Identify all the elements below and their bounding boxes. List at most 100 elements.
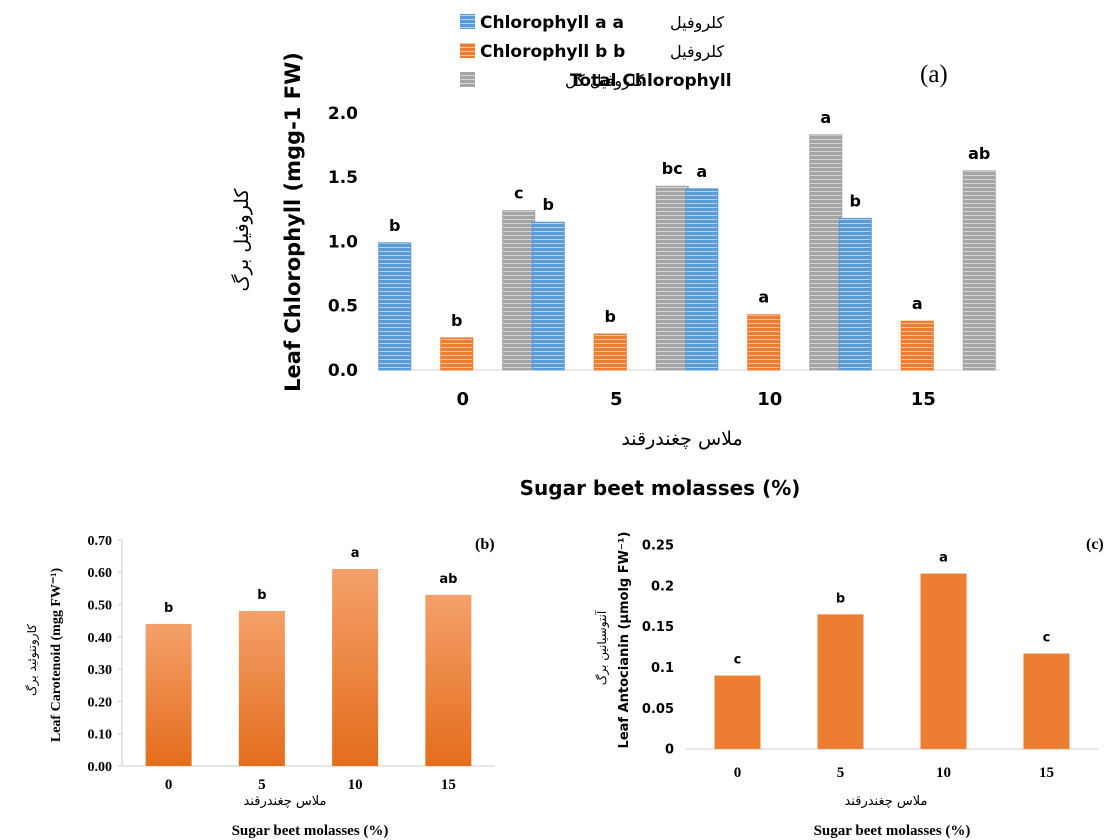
panel-b-x-label-fa: ملاس چغندرقند: [243, 794, 326, 809]
panel-c-letter-s0-c1: b: [836, 591, 845, 606]
panel-a-x-label: Sugar beet molasses (%): [520, 476, 801, 500]
panel-b-y-tick-0: 0.00: [88, 760, 113, 775]
panel-a-bar-s1-c1: [594, 334, 627, 370]
panel-a-x-tick-0: 0: [456, 389, 469, 410]
panel-c-x-tick-0: 0: [734, 765, 742, 781]
panel-a-bar-edge-s1-c3: [900, 320, 934, 371]
panel-a-y-tick-3: 1.5: [328, 168, 358, 188]
panel-b-bar-s0-c0: [145, 623, 192, 766]
legend-fa-chlorophyll-b: کلروفیل: [670, 42, 724, 62]
panel-c-y-ticks: 0 0.05 0.1 0.15 0.2 0.25: [642, 539, 674, 758]
panel-a-bar-edge-s1-c1: [593, 333, 627, 371]
legend-swatch-chlorophyll-a: [460, 14, 475, 29]
legend-swatch-total-chlorophyll: [460, 72, 475, 87]
panel-b-y-tick-1: 0.10: [88, 728, 113, 743]
panel-c-bar-s0-c0: [714, 675, 761, 749]
panel-a-bar-s0-c2: [685, 188, 718, 370]
panel-c-y-label-fa: آنتوسیانین برگ: [594, 610, 610, 685]
legend-label-chlorophyll-b: Chlorophyll b b: [480, 42, 625, 62]
legend-swatch-chlorophyll-b: [460, 43, 475, 58]
legend-item-chlorophyll-a: Chlorophyll a a کلروفیل: [460, 13, 724, 33]
panel-c-y-label: Leaf Antocianin (µmolg FW⁻¹): [617, 532, 632, 749]
panel-a-bar-edge-s0-c3: [838, 217, 872, 371]
legend-label-chlorophyll-a: Chlorophyll a a: [480, 13, 624, 33]
panel-a-y-ticks: 0.0 0.5 1.0 1.5 2.0: [328, 104, 358, 381]
panel-b-x-tick-3: 15: [441, 777, 456, 793]
panel-b-letter-s0-c1: b: [257, 588, 266, 603]
panel-a-bar-edge-s1-c0: [440, 337, 474, 371]
panel-a-x-tick-1: 5: [610, 389, 623, 410]
panel-a-bar-s2-c1: [656, 186, 689, 370]
panel-a-y-tick-4: 2.0: [328, 104, 358, 124]
legend-label-total-chlorophyll: Total Chlorophyll: [570, 71, 732, 91]
panel-b-bar-s0-c1: [238, 611, 285, 766]
panel-b-letter-s0-c3: ab: [439, 572, 457, 587]
panel-a-letter-s0-c0: b: [389, 216, 400, 235]
panel-a-bar-edge-s1-c2: [747, 314, 781, 371]
panel-c-letter-s0-c2: a: [939, 551, 948, 566]
legend-item-chlorophyll-b: Chlorophyll b b کلروفیل: [460, 42, 724, 62]
panel-a-letter-s2-c0: c: [514, 184, 523, 203]
panel-c-x-tick-1: 5: [837, 765, 845, 781]
panel-a-letter-s1-c1: b: [605, 307, 616, 326]
panel-c-bar-s0-c2: [920, 573, 967, 749]
panel-a-bar-s1-c0: [440, 337, 473, 370]
panel-a-bar-s2-c3: [963, 170, 996, 370]
panel-b-y-ticks: 0.00 0.10 0.20 0.30 0.40 0.50 0.60 0.70: [88, 534, 122, 775]
panel-b-bars: b b a ab: [145, 546, 472, 766]
panel-a-bar-s2-c0: [502, 210, 535, 370]
panel-b-y-tick-5: 0.50: [88, 598, 113, 613]
legend-item-total-chlorophyll: کلروفیل کل Total Chlorophyll: [460, 71, 732, 91]
panel-a-bar-s0-c1: [532, 222, 565, 370]
panel-a-bar-edge-s2-c3: [962, 170, 996, 371]
panel-b-bar-s0-c3: [425, 594, 472, 766]
panel-c-y-tick-2: 0.1: [651, 661, 674, 676]
panel-a-bar-edge-s0-c1: [531, 221, 565, 371]
panel-a-bar-edge-s0-c2: [685, 188, 719, 371]
panel-a-bar-s1-c3: [901, 321, 934, 370]
panel-a-letter-s0-c3: b: [850, 191, 861, 210]
panel-b-x-label: Sugar beet molasses (%): [232, 823, 389, 839]
panel-c-x-label-fa: ملاس چغندرقند: [844, 794, 927, 809]
panel-b-label: (b): [475, 536, 495, 553]
panel-a-bar-s0-c0: [378, 242, 411, 370]
panel-a-letter-s0-c2: a: [696, 162, 707, 181]
panel-b-y-tick-2: 0.20: [88, 695, 113, 710]
panel-b-y-tick-3: 0.30: [88, 663, 113, 678]
panel-b-y-tick-6: 0.60: [88, 566, 113, 581]
panel-a-letter-s1-c3: a: [912, 294, 923, 313]
legend: Chlorophyll a a کلروفیل Chlorophyll b b …: [460, 13, 732, 91]
panel-a-x-ticks: 0 5 10 15: [456, 389, 935, 410]
panel-a-letter-s0-c1: b: [543, 195, 554, 214]
panel-b-x-tick-1: 5: [258, 777, 266, 793]
panel-b-y-tick-7: 0.70: [88, 534, 113, 549]
panel-c-letter-s0-c3: c: [1043, 631, 1051, 646]
panel-c-x-tick-3: 15: [1039, 765, 1054, 781]
panel-c-bars: c b a c: [714, 551, 1070, 749]
panel-b-x-tick-2: 10: [348, 777, 363, 793]
chart-panel-c: (c) 0 0.05 0.1 0.15 0.2 0.25 c b a c 0 5 10 15 Leaf…: [594, 532, 1104, 839]
panel-a-y-label: Leaf Chlorophyll (mgg-1 FW): [281, 52, 305, 392]
panel-a-y-tick-0: 0.0: [328, 361, 358, 381]
panel-c-y-tick-0: 0: [665, 743, 674, 758]
panel-c-x-tick-2: 10: [936, 765, 951, 781]
panel-a-y-tick-1: 0.5: [328, 297, 358, 317]
legend-fa-chlorophyll-a: کلروفیل: [670, 13, 724, 33]
panel-c-bar-s0-c1: [817, 614, 864, 749]
panel-c-y-tick-5: 0.25: [642, 539, 674, 554]
panel-c-y-tick-3: 0.15: [642, 620, 674, 635]
panel-a-y-label-fa: کلروفیل برگ: [231, 188, 253, 292]
panel-a-x-tick-3: 15: [911, 389, 936, 410]
panel-a-x-label-fa: ملاس چغندرقند: [621, 428, 742, 450]
panel-b-x-ticks: 0 5 10 15: [165, 777, 456, 793]
panel-a-letter-s1-c0: b: [451, 311, 462, 330]
panel-a-letter-s2-c2: a: [820, 108, 831, 127]
panel-c-letter-s0-c0: c: [734, 653, 742, 668]
panel-a-letter-s1-c2: a: [758, 288, 769, 307]
panel-c-label: (c): [1086, 536, 1104, 553]
panel-a-label: (a): [920, 61, 948, 88]
panel-c-x-label: Sugar beet molasses (%): [814, 823, 971, 839]
legend-fa-total-chlorophyll: کلروفیل کل: [565, 71, 644, 91]
